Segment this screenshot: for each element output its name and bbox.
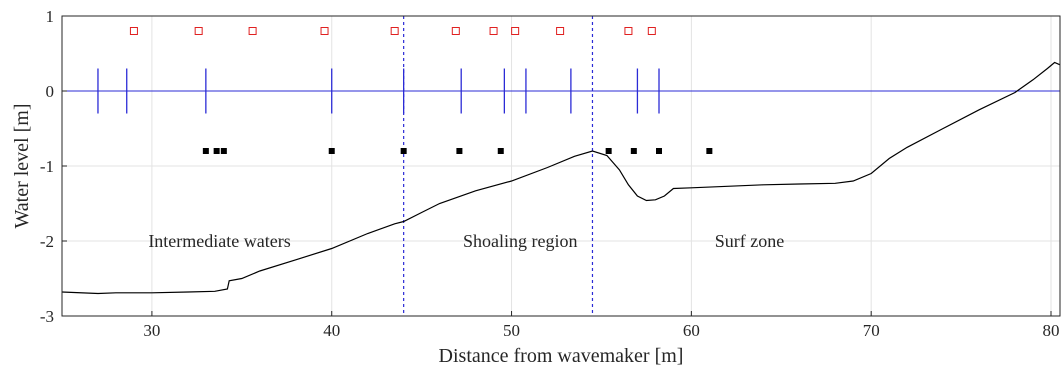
y-axis-label: Water level [m] (11, 104, 33, 229)
x-axis-label: Distance from wavemaker [m] (439, 345, 684, 367)
x-tick-label: 50 (503, 321, 520, 340)
open-square-marker (194, 27, 203, 35)
filled-square-marker (605, 148, 612, 154)
region-label: Intermediate waters (148, 231, 290, 251)
open-square-marker (248, 27, 257, 35)
ticks: 30 40 50 60 70 80 -3 -2 -1 0 1 (40, 7, 1060, 340)
filled-square-marker (220, 148, 227, 154)
x-tick-label: 30 (143, 321, 160, 340)
region-label: Surf zone (715, 231, 784, 251)
open-square-marker (647, 27, 656, 35)
region-labels: Intermediate waters Shoaling region Surf z… (148, 231, 784, 251)
open-square-marker (320, 27, 329, 35)
filled-square-marker (456, 148, 463, 154)
filled-square-marker (656, 148, 663, 154)
open-square-marker (624, 27, 633, 35)
x-tick-label: 40 (323, 321, 340, 340)
filled-square-marker (213, 148, 220, 154)
filled-square-marker (706, 148, 713, 154)
y-tick-label: 0 (46, 82, 55, 101)
plot-area (61, 16, 1061, 316)
open-square-marker (390, 27, 399, 35)
open-square-marker (129, 27, 138, 35)
y-tick-label: -2 (40, 232, 54, 251)
filled-square-marker (497, 148, 504, 154)
filled-square-marker (202, 148, 209, 154)
open-square-marker (451, 27, 460, 35)
filled-square-marker (400, 148, 407, 154)
x-tick-label: 80 (1043, 321, 1060, 340)
filled-square-marker (630, 148, 637, 154)
open-square-marker (556, 27, 565, 35)
x-tick-label: 60 (683, 321, 700, 340)
y-tick-label: -3 (40, 307, 54, 326)
y-tick-label: 1 (46, 7, 55, 26)
region-label: Shoaling region (463, 231, 577, 251)
y-tick-label: -1 (40, 157, 54, 176)
open-square-marker (511, 27, 520, 35)
bathymetry-line (61, 61, 1061, 295)
filled-square-marker (328, 148, 335, 154)
x-tick-label: 70 (863, 321, 880, 340)
open-square-marker (489, 27, 498, 35)
